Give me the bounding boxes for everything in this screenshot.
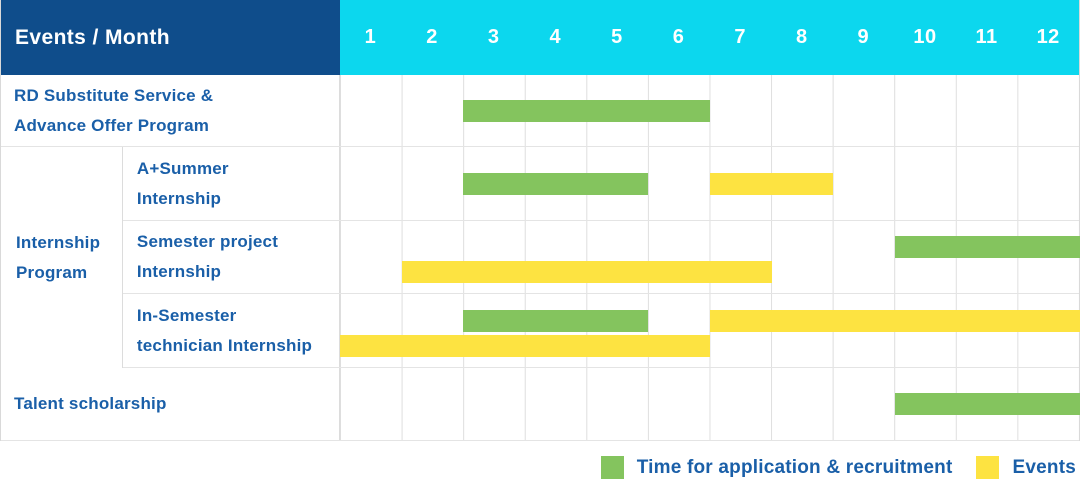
month-header-3: 3	[487, 26, 500, 48]
label-line: In-Semester	[136, 305, 237, 325]
label-line: Advance Offer Program	[14, 115, 210, 135]
month-header-11: 11	[975, 26, 998, 48]
month-header-1: 1	[364, 26, 377, 48]
legend-swatch-event	[976, 456, 1000, 479]
gantt-bar-event	[401, 261, 772, 283]
row-chart-area	[340, 75, 1079, 146]
events-month-header-cell: Events / Month	[1, 0, 340, 75]
row-chart-area	[339, 294, 1080, 367]
label-line: Talent scholarship	[14, 394, 167, 413]
month-header-8: 8	[795, 26, 808, 48]
legend: Time for application & recruitment Events	[0, 441, 1080, 494]
gantt-row: RD Substitute Service & Advance Offer Pro…	[1, 75, 1079, 147]
gantt-bar-application	[894, 236, 1080, 258]
month-header-9: 9	[857, 26, 870, 48]
gantt-bar-application	[463, 309, 649, 332]
month-header-2: 2	[426, 26, 438, 48]
legend-label-event: Events	[1012, 456, 1076, 478]
label-line: technician Internship	[136, 335, 313, 355]
row-label: In-Semester technician Internship	[122, 294, 340, 367]
internship-program-group: Internship Program A+Summer Internship Semes…	[1, 147, 1080, 368]
gantt-row: A+Summer Internship	[122, 147, 1079, 221]
month-header-6: 6	[672, 26, 685, 48]
label-line: Program	[16, 262, 88, 282]
group-rows: A+Summer Internship Semester project Intern…	[122, 147, 1080, 368]
row-label: RD Substitute Service & Advance Offer Pro…	[1, 75, 340, 146]
label-line: Internship	[136, 262, 222, 281]
legend-item-application: Time for application & recruitment	[600, 456, 953, 479]
gantt-row: Semester project Internship	[122, 221, 1080, 294]
row-chart-area	[339, 221, 1080, 293]
label-line: Internship	[136, 188, 222, 208]
gantt-bar-application	[895, 393, 1080, 415]
month-header-row: 1 2 3 4 5 6 7 8 9 10 11 12	[339, 0, 1079, 75]
row-label: Semester project Internship	[122, 221, 340, 293]
month-header-7: 7	[734, 26, 746, 48]
row-chart-area	[340, 368, 1080, 440]
label-line: Semester project	[136, 232, 279, 251]
month-header-4: 4	[549, 26, 562, 48]
gantt-bar-event	[709, 309, 1080, 332]
rows-container: RD Substitute Service & Advance Offer Pro…	[1, 75, 1080, 441]
row-label: Talent scholarship	[1, 368, 340, 440]
label-line: A+Summer	[136, 158, 229, 178]
row-label: A+Summer Internship	[122, 147, 340, 220]
label-line: RD Substitute Service &	[14, 85, 214, 105]
legend-item-event: Events	[976, 456, 1076, 479]
label-line: Internship	[16, 232, 101, 252]
gantt-row: Talent scholarship	[1, 368, 1080, 441]
month-header-5: 5	[611, 26, 623, 48]
group-label: Internship Program	[1, 147, 123, 368]
table-header-row: Events / Month 1 2 3 4 5 6 7 8 9 10 11 12	[1, 0, 1079, 75]
gantt-table: Events / Month 1 2 3 4 5 6 7 8 9 10 11 12 RD Substi…	[0, 0, 1080, 441]
gantt-bar-event	[709, 172, 834, 195]
legend-label-application: Time for application & recruitment	[636, 456, 953, 478]
gantt-row: In-Semester technician Internship	[122, 294, 1080, 368]
gantt-bar-application	[463, 99, 710, 122]
month-header-12: 12	[1036, 26, 1060, 48]
row-chart-area	[339, 147, 1079, 220]
month-header-10: 10	[913, 26, 937, 48]
legend-swatch-application	[600, 456, 624, 479]
gantt-bar-event	[339, 334, 710, 357]
gantt-bar-application	[463, 172, 649, 195]
